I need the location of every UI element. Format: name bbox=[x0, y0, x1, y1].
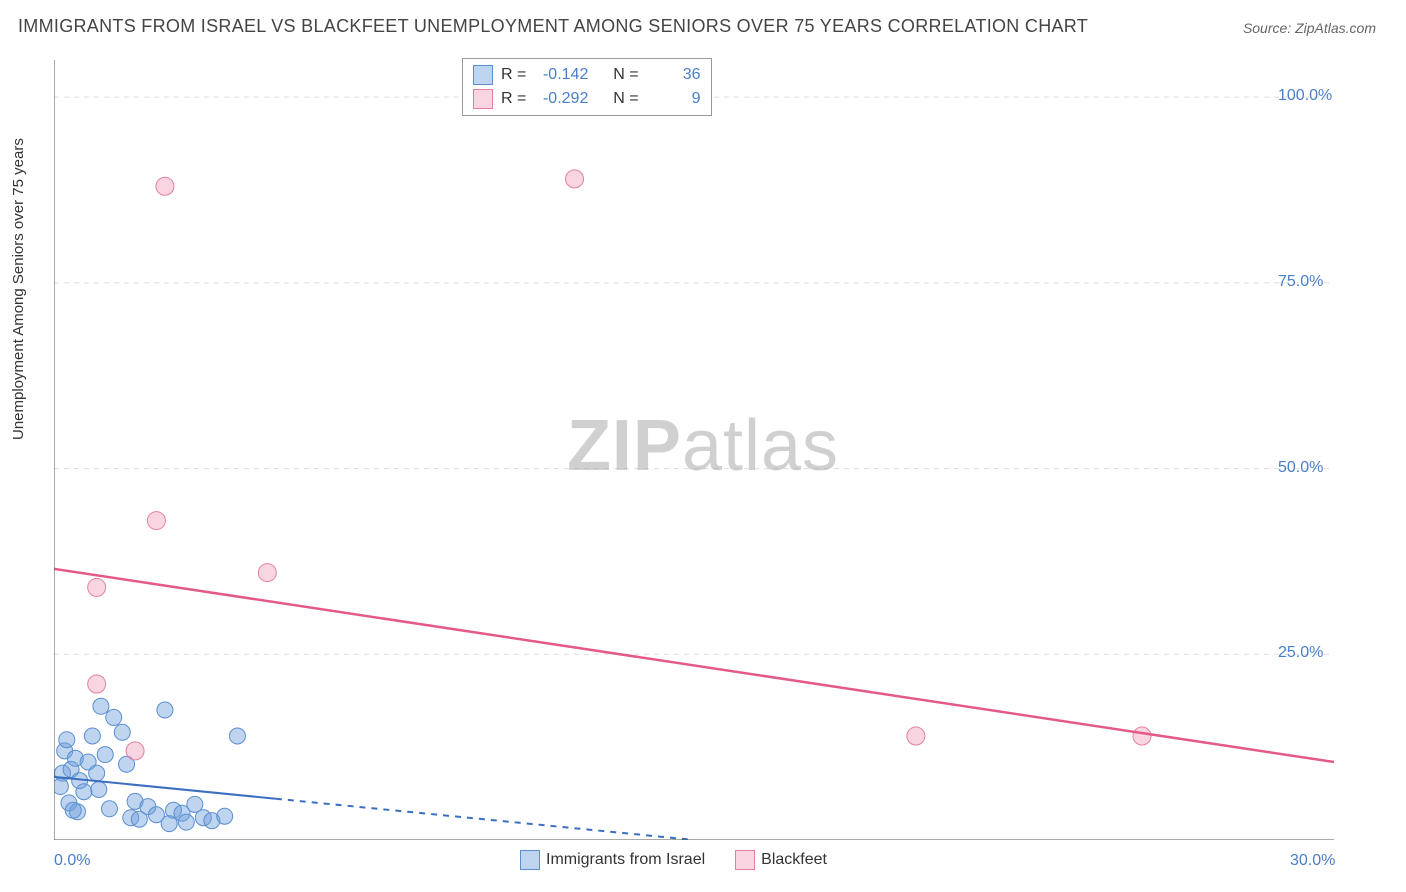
legend-stats-row: R = -0.142 N = 36 bbox=[473, 63, 701, 87]
stat-n-value: 9 bbox=[647, 87, 701, 111]
source-label: Source: ZipAtlas.com bbox=[1243, 20, 1376, 36]
legend-swatch bbox=[473, 65, 493, 85]
axis-tick-label: 30.0% bbox=[1290, 852, 1335, 870]
stat-r-label: R = bbox=[501, 87, 526, 111]
legend-swatch bbox=[473, 89, 493, 109]
legend-label: Blackfeet bbox=[761, 851, 827, 869]
legend-label: Immigrants from Israel bbox=[546, 851, 705, 869]
axis-tick-label: 75.0% bbox=[1278, 273, 1323, 291]
legend-swatch bbox=[735, 850, 755, 870]
stat-r-label: R = bbox=[501, 63, 526, 87]
chart-svg bbox=[54, 60, 1374, 840]
legend-stats: R = -0.142 N = 36 R = -0.292 N = 9 bbox=[462, 58, 712, 116]
chart-title: IMMIGRANTS FROM ISRAEL VS BLACKFEET UNEM… bbox=[18, 16, 1088, 37]
legend-series: Immigrants from Israel Blackfeet bbox=[520, 850, 827, 870]
stat-n-label: N = bbox=[613, 87, 638, 111]
axis-tick-label: 25.0% bbox=[1278, 644, 1323, 662]
legend-swatch bbox=[520, 850, 540, 870]
legend-stats-row: R = -0.292 N = 9 bbox=[473, 87, 701, 111]
axis-tick-label: 100.0% bbox=[1278, 87, 1332, 105]
chart-area: 0.0%30.0%25.0%50.0%75.0%100.0% bbox=[54, 60, 1374, 840]
legend-item: Immigrants from Israel bbox=[520, 850, 705, 870]
y-axis-label: Unemployment Among Seniors over 75 years bbox=[10, 138, 27, 440]
stat-n-value: 36 bbox=[647, 63, 701, 87]
axis-tick-label: 50.0% bbox=[1278, 459, 1323, 477]
stat-r-value: -0.292 bbox=[534, 87, 588, 111]
stat-r-value: -0.142 bbox=[534, 63, 588, 87]
legend-item: Blackfeet bbox=[735, 850, 827, 870]
stat-n-label: N = bbox=[613, 63, 638, 87]
axis-tick-label: 0.0% bbox=[54, 852, 90, 870]
